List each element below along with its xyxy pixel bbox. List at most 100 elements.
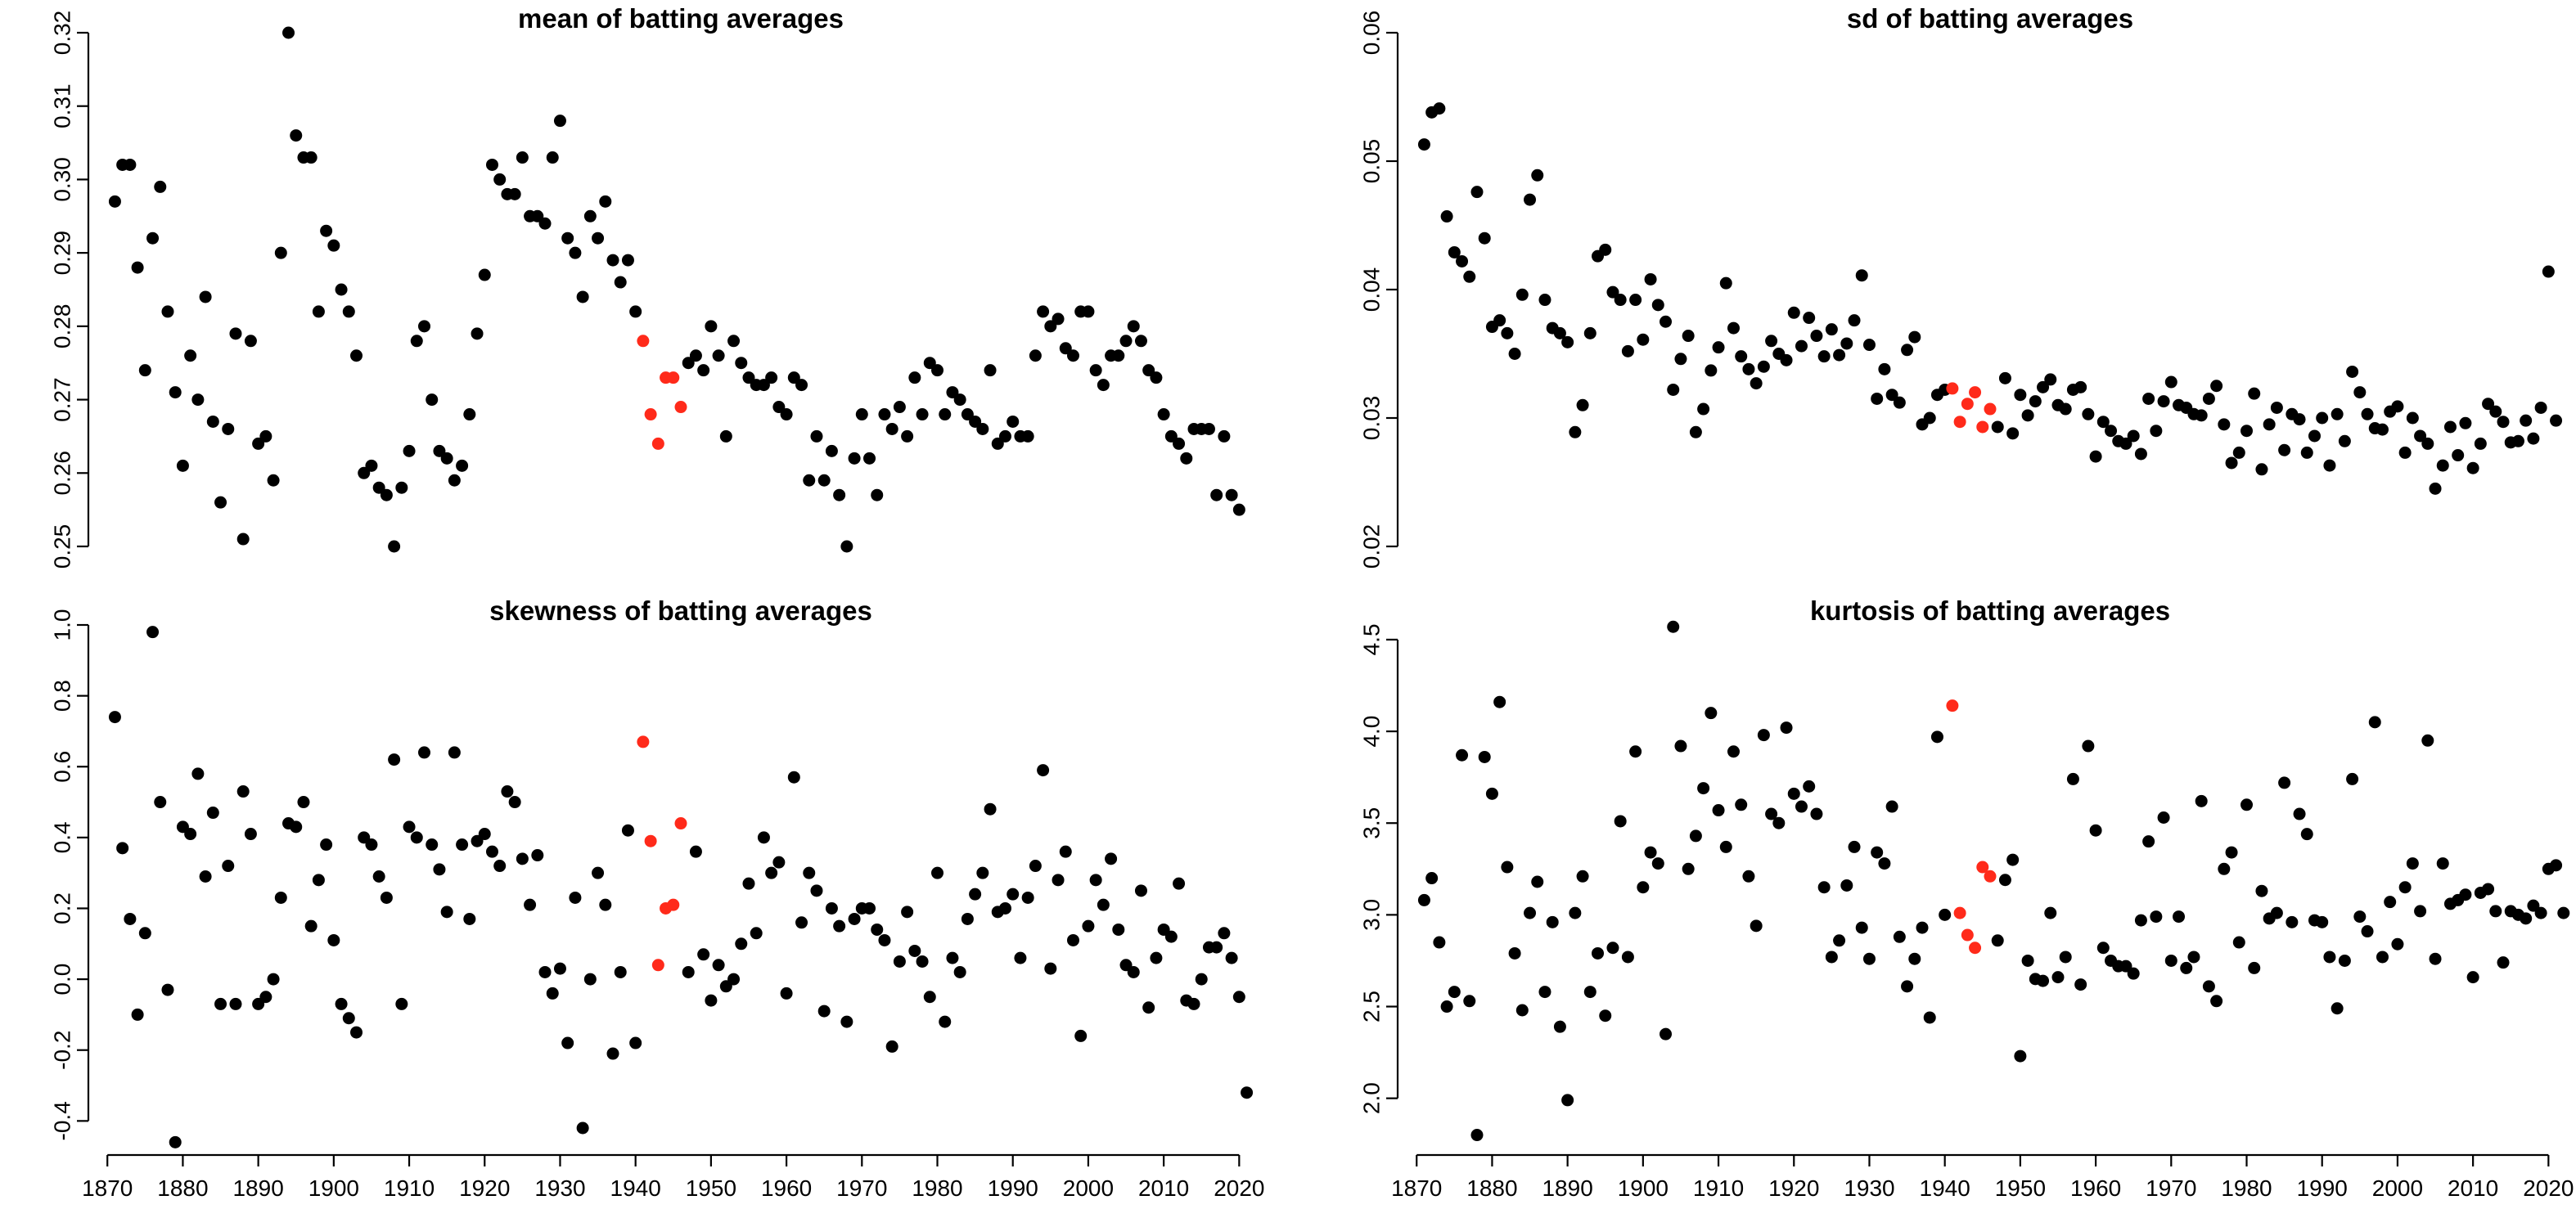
data-point	[2014, 1049, 2027, 1063]
data-point	[1614, 294, 1627, 307]
data-point	[116, 842, 129, 855]
data-point	[1991, 934, 2004, 947]
data-point	[2459, 888, 2472, 901]
data-point	[719, 429, 732, 443]
x-tick-label: 1880	[157, 1175, 208, 1201]
data-point	[606, 1047, 619, 1060]
data-point	[1969, 386, 1982, 399]
data-point	[689, 349, 702, 362]
data-point	[1772, 816, 1786, 829]
data-point	[372, 870, 385, 883]
data-point	[803, 866, 816, 879]
data-point	[1953, 416, 1966, 429]
y-tick-label: 0.25	[49, 524, 74, 569]
data-point	[342, 305, 355, 318]
data-point	[456, 459, 469, 472]
data-point	[674, 817, 687, 830]
data-point	[916, 955, 929, 968]
panel-1: mean of batting averages 0.25 0.26 0.27 0.28…	[49, 3, 1245, 569]
data-point	[1735, 798, 1748, 811]
data-point	[1478, 750, 1491, 763]
data-point	[456, 838, 469, 852]
data-point	[2429, 952, 2442, 965]
data-point	[939, 408, 952, 421]
data-point	[553, 115, 566, 128]
data-point	[1127, 965, 1140, 978]
data-point	[546, 987, 559, 1000]
panel-4: kurtosis of batting averages 2.0 2.5 3.0 3.5…	[1358, 596, 2574, 1201]
data-point	[1007, 888, 1020, 901]
data-point	[2436, 459, 2449, 472]
y-tick-label: 4.0	[1358, 716, 1384, 748]
data-point	[1202, 422, 1215, 435]
data-point	[637, 335, 650, 348]
y-tick-label: 0.30	[49, 157, 74, 202]
data-point	[1727, 321, 1740, 335]
data-point	[1961, 928, 1974, 942]
data-point	[1029, 860, 1042, 873]
data-point	[485, 845, 498, 858]
data-point	[1456, 748, 1469, 762]
data-point	[426, 838, 439, 852]
data-point	[2323, 459, 2336, 472]
y-tick-label: 4.5	[1358, 623, 1384, 655]
data-point	[1232, 991, 1245, 1004]
data-point	[2225, 456, 2238, 470]
data-point	[1840, 879, 1853, 892]
data-point	[2353, 910, 2367, 924]
data-point	[885, 422, 898, 435]
data-point	[274, 246, 287, 259]
data-point	[2511, 434, 2524, 447]
data-point	[2338, 434, 2351, 447]
data-point	[2119, 437, 2132, 450]
data-point	[1561, 335, 1574, 348]
data-point	[712, 959, 725, 972]
data-point	[1644, 846, 1657, 859]
data-point	[817, 474, 831, 487]
x-tick-label: 1920	[459, 1175, 510, 1201]
data-point	[583, 973, 597, 986]
data-point	[199, 870, 212, 883]
data-point	[440, 906, 453, 919]
data-point	[2542, 265, 2555, 278]
data-point	[1765, 335, 1778, 348]
data-point	[222, 422, 235, 435]
data-point	[493, 173, 507, 186]
panel-2: sd of batting averages 0.02 0.03 0.04 0.05 0.…	[1358, 3, 2563, 569]
data-point	[863, 901, 876, 915]
data-point	[267, 973, 280, 986]
data-point	[901, 429, 914, 443]
data-point	[1606, 942, 1619, 955]
x-tick-label: 2020	[2523, 1175, 2574, 1201]
data-point	[2232, 446, 2245, 459]
data-point	[2346, 365, 2359, 378]
data-point	[878, 933, 891, 946]
data-point	[417, 320, 430, 333]
data-point	[2037, 974, 2050, 987]
data-point	[191, 767, 205, 780]
y-tick-label: 0.28	[49, 304, 74, 349]
x-tick-label: 2020	[1214, 1175, 1264, 1201]
data-point	[667, 371, 680, 384]
data-point	[1871, 846, 1884, 859]
data-point	[2195, 794, 2208, 807]
data-point	[448, 474, 461, 487]
data-point	[1991, 420, 2004, 434]
data-point	[833, 488, 846, 501]
data-point	[2429, 482, 2442, 495]
data-point	[614, 276, 627, 289]
data-point	[2278, 443, 2291, 456]
data-point	[1524, 906, 1537, 919]
data-point	[1780, 353, 1793, 366]
x-tick-label: 1970	[2146, 1175, 2196, 1201]
panel-title: skewness of batting averages	[489, 596, 872, 626]
data-point	[403, 444, 416, 457]
data-point	[2157, 811, 2170, 824]
data-point	[2150, 910, 2163, 924]
x-tick-label: 1930	[534, 1175, 585, 1201]
data-point	[2550, 414, 2563, 427]
data-point	[380, 488, 393, 501]
data-point	[810, 884, 823, 897]
data-point	[1833, 348, 1846, 362]
data-point	[161, 305, 174, 318]
